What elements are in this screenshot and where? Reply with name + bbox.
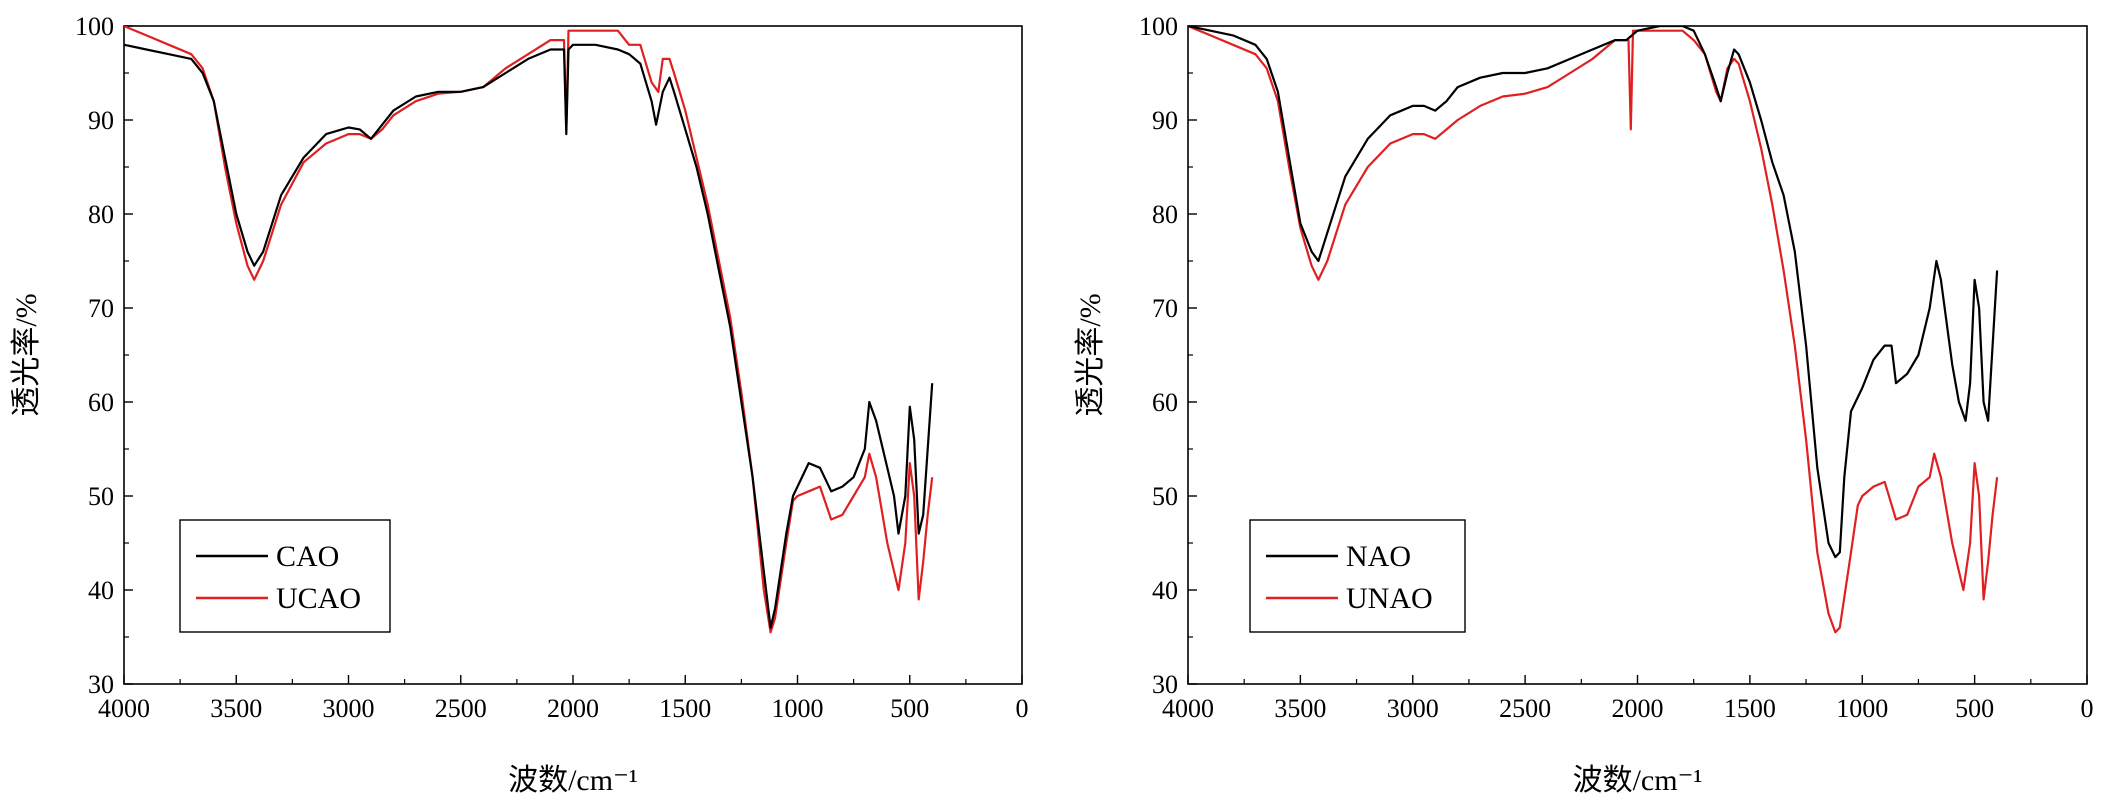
y-tick-label: 30	[88, 670, 114, 699]
x-tick-label: 1000	[1836, 694, 1888, 723]
x-tick-label: 3000	[323, 694, 375, 723]
y-tick-label: 80	[1152, 200, 1178, 229]
x-tick-label: 2500	[435, 694, 487, 723]
legend: NAO UNAO	[1249, 519, 1466, 633]
y-axis-title: 透光率/%	[10, 293, 43, 416]
y-tick-label: 60	[88, 388, 114, 417]
y-tick-label: 80	[88, 200, 114, 229]
x-tick-label: 1500	[659, 694, 711, 723]
y-tick-label: 90	[1152, 106, 1178, 135]
y-tick-label: 50	[88, 482, 114, 511]
series-line-nao	[1188, 26, 1999, 559]
legend-label-unao: UNAO	[1346, 582, 1433, 615]
y-tick-label: 40	[1152, 576, 1178, 605]
x-tick-label: 4000	[98, 694, 150, 723]
y-tick-label: 30	[1152, 670, 1178, 699]
x-tick-label: 4000	[1162, 694, 1214, 723]
x-tick-label: 3500	[1274, 694, 1326, 723]
x-axis-title: 波数/cm⁻¹	[508, 764, 638, 797]
y-tick-label: 100	[75, 12, 114, 41]
y-tick-label: 50	[1152, 482, 1178, 511]
y-tick-label: 60	[1152, 388, 1178, 417]
y-tick-label: 100	[1139, 12, 1178, 41]
x-axis-title: 波数/cm⁻¹	[1573, 764, 1703, 797]
legend-box	[179, 519, 391, 633]
legend-label-ucao: UCAO	[276, 582, 361, 615]
x-tick-label: 1500	[1724, 694, 1776, 723]
x-tick-label: 1000	[772, 694, 824, 723]
legend-box	[1249, 519, 1466, 633]
chart-1: 30 40 50 60 70 80 90 100 4000 3500 3000 2500 2000 150…	[10, 12, 1029, 797]
y-tick-label: 70	[1152, 294, 1178, 323]
legend-label-nao: NAO	[1346, 540, 1411, 573]
series-line-ucao	[124, 26, 934, 634]
x-tick-label: 3000	[1387, 694, 1439, 723]
x-tick-label: 500	[890, 694, 929, 723]
y-tick-label: 70	[88, 294, 114, 323]
y-tick-label: 90	[88, 106, 114, 135]
series-line-cao	[124, 43, 934, 629]
x-tick-label: 0	[1016, 694, 1029, 723]
x-tick-label: 2000	[1612, 694, 1664, 723]
y-tick-label: 40	[88, 576, 114, 605]
x-tick-label: 3500	[210, 694, 262, 723]
x-tick-label: 500	[1955, 694, 1994, 723]
legend: CAO UCAO	[179, 519, 391, 633]
y-axis-title: 透光率/%	[1074, 293, 1107, 416]
legend-label-cao: CAO	[276, 540, 339, 573]
x-tick-label: 2000	[547, 694, 599, 723]
chart-2: 30 40 50 60 70 80 90 100 4000 3500 3000 2500 2000 150…	[1074, 12, 2094, 797]
x-tick-label: 2500	[1499, 694, 1551, 723]
x-tick-label: 0	[2081, 694, 2094, 723]
